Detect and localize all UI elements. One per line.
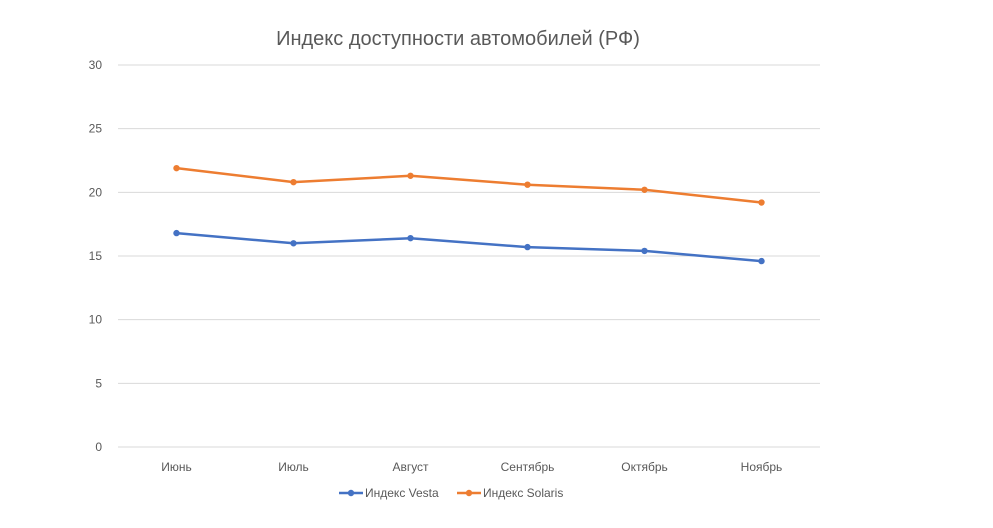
data-point — [290, 178, 297, 186]
data-point — [524, 243, 531, 251]
legend-label: Индекс Solaris — [483, 486, 563, 500]
series-line — [175, 231, 763, 263]
y-tick-label: 10 — [89, 313, 103, 327]
x-tick-label: Июль — [278, 460, 309, 474]
y-tick-label: 5 — [95, 376, 102, 390]
legend-item: Индекс Solaris — [457, 486, 563, 500]
legend: Индекс Vesta Индекс Solaris — [339, 486, 563, 500]
legend-marker-icon — [347, 489, 355, 497]
data-point — [641, 186, 648, 193]
series-2 — [173, 164, 765, 206]
chart-title: Индекс доступности автомобилей (РФ) — [276, 28, 640, 50]
x-tick-label: Сентябрь — [501, 460, 555, 474]
y-tick-label: 25 — [89, 122, 103, 136]
x-tick-label: Октябрь — [621, 460, 668, 474]
y-tick-label: 0 — [95, 440, 102, 454]
x-tick-label: Август — [392, 460, 429, 474]
data-point — [290, 240, 297, 247]
legend-item: Индекс Vesta — [339, 486, 439, 500]
series-1 — [173, 229, 765, 265]
data-point — [641, 247, 648, 255]
data-point — [173, 164, 180, 172]
data-point — [173, 229, 180, 237]
legend-label: Индекс Vesta — [365, 486, 439, 500]
y-axis-ticks: 0 5 10 15 20 25 30 — [89, 58, 103, 454]
x-axis-ticks: Июнь Июль Август Сентябрь Октябрь Ноябрь — [161, 460, 782, 474]
data-point — [524, 181, 531, 188]
y-tick-label: 20 — [89, 185, 103, 199]
x-tick-label: Июнь — [161, 460, 192, 474]
data-point — [758, 257, 765, 265]
data-point — [407, 172, 414, 179]
legend-marker-icon — [465, 489, 473, 497]
series-group — [173, 164, 765, 265]
y-tick-label: 30 — [89, 58, 103, 72]
x-tick-label: Ноябрь — [741, 460, 783, 474]
data-point — [407, 234, 414, 242]
gridlines — [118, 64, 820, 448]
series-line — [175, 166, 763, 204]
data-point — [758, 199, 765, 206]
y-tick-label: 15 — [89, 249, 103, 263]
